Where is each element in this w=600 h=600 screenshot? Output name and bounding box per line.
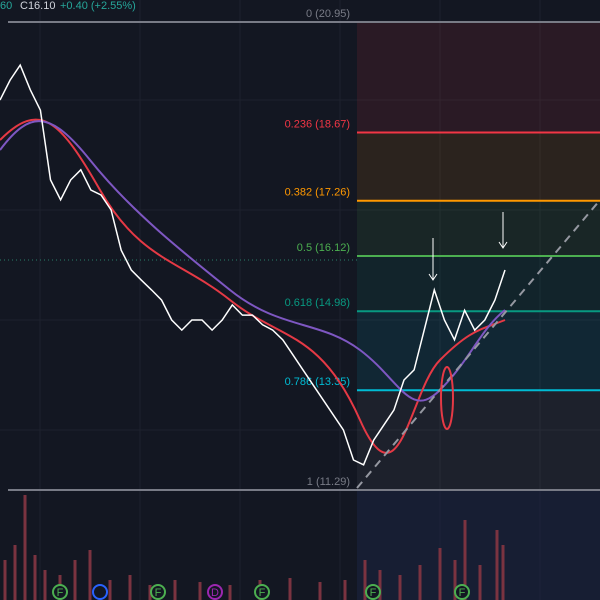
event-marker (254, 584, 270, 600)
fib-label: 0.618 (14.98) (285, 297, 350, 309)
event-label: F (370, 587, 377, 599)
volume-bars (3, 495, 505, 600)
highlight-ellipse (440, 366, 454, 430)
event-label: D (211, 587, 219, 599)
fib-zone (357, 132, 600, 201)
fib-retracement: 0 (20.95) 0.236 (18.67) 0.382 (17.26) 0.5 (… (8, 8, 600, 491)
event-marker (150, 584, 166, 600)
header-change: +0.40 (+2.55%) (60, 0, 136, 12)
fib-label: 0.236 (18.67) (285, 118, 350, 130)
fib-zone (357, 200, 600, 256)
moving-average-fast (0, 118, 506, 454)
event-label: F (155, 587, 162, 599)
fib-label: 0.382 (17.26) (285, 187, 350, 199)
fib-label: 0.5 (16.12) (297, 242, 350, 254)
event-marker (207, 584, 223, 600)
fib-zone (357, 22, 600, 133)
event-label: F (459, 587, 466, 599)
event-marker (454, 584, 470, 600)
event-label: F (259, 587, 266, 599)
event-marker (52, 584, 68, 600)
event-circle (92, 584, 108, 600)
arrows (428, 212, 508, 281)
fib-label: 0.786 (13.35) (285, 376, 350, 388)
fib-zone (357, 311, 600, 391)
fib-label: 1 (11.29) (307, 476, 350, 488)
fib-zone (357, 390, 600, 490)
event-marker (365, 584, 381, 600)
header-close: C16.10 (20, 0, 55, 12)
fib-zone (357, 256, 600, 312)
price-line (0, 63, 506, 466)
trend-line (356, 199, 600, 489)
event-label: F (57, 587, 64, 599)
header-prev: 60 (0, 0, 12, 12)
fib-label: 0 (20.95) (306, 8, 350, 20)
